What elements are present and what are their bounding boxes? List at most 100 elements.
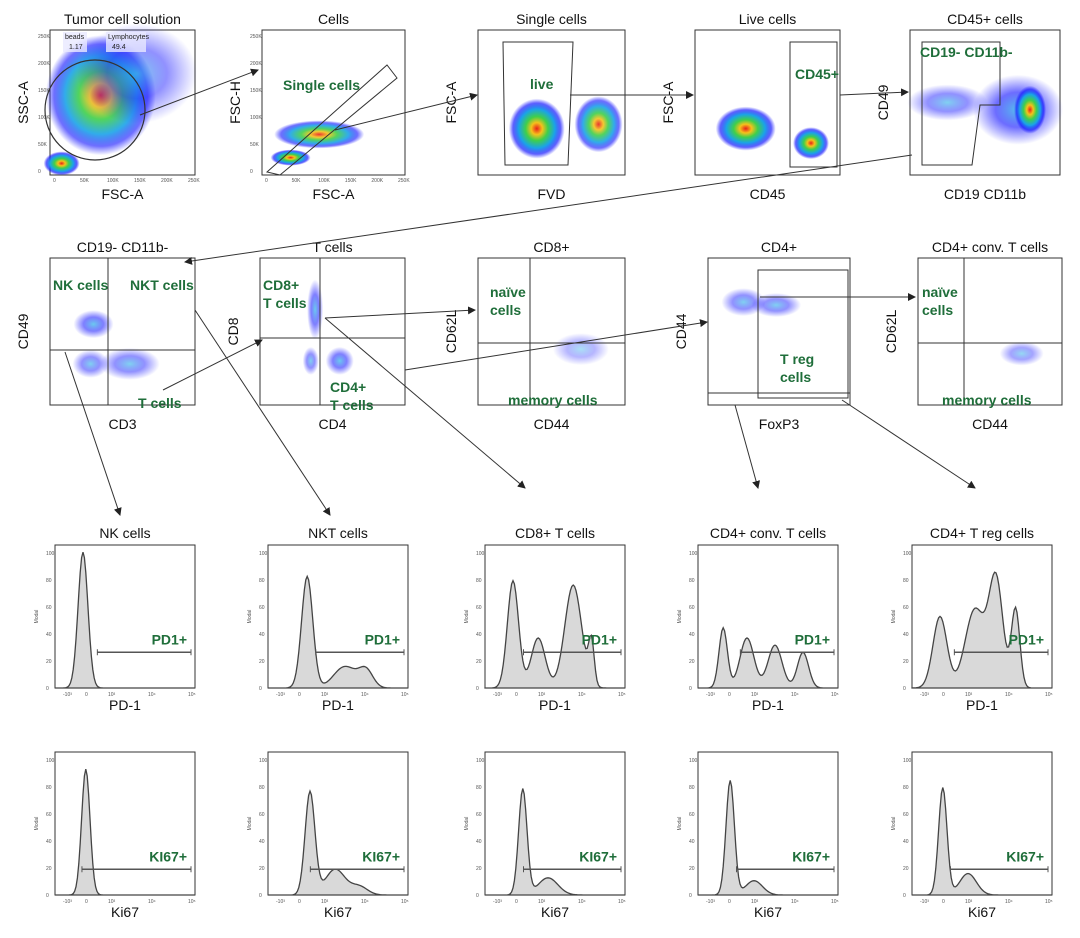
y-tick-label: 100: [46, 551, 55, 557]
y-tick-label: 80: [903, 578, 909, 584]
cell-population: [73, 310, 114, 339]
panel-title: CD4+ conv. T cells: [710, 525, 826, 541]
x-tick-label: 10⁴: [148, 899, 156, 905]
y-tick-label: 0: [259, 686, 262, 692]
y-tick-label: 60: [689, 605, 695, 611]
gate[interactable]: [789, 41, 838, 168]
x-tick-label: 10⁵: [188, 899, 196, 905]
gating-arrow: [194, 309, 331, 516]
y-axis-label: CD44: [673, 313, 689, 349]
y-tick-label: 0: [259, 893, 262, 899]
y-tick-label: 60: [689, 812, 695, 818]
y-tick-label: 80: [476, 785, 482, 791]
y-axis-label: CD49: [875, 84, 891, 120]
y-axis-label: FSC-A: [443, 81, 459, 124]
histogram-curve: [698, 780, 838, 896]
x-tick-label: 10³: [538, 692, 546, 698]
y-axis-label: FSC-H: [227, 81, 243, 124]
histogram-panel: CD4+ conv. T cells PD1+ PD-1 Modal 0 20 40 60 80…: [677, 525, 839, 713]
y-tick-label: 250K: [38, 34, 50, 40]
x-tick-label: 10³: [538, 899, 546, 905]
gate-label: naïve: [490, 284, 526, 300]
y-tick-label: 100: [689, 758, 698, 764]
cell-population: [43, 151, 80, 176]
y-axis-label: Modal: [247, 817, 253, 831]
x-tick-label: 10⁴: [361, 692, 369, 698]
gate-label: CD45+: [795, 66, 839, 82]
gate[interactable]: [260, 258, 405, 405]
x-tick-label: 0: [298, 899, 301, 905]
histogram-curve: [268, 789, 408, 896]
density-cloud: [715, 106, 829, 160]
y-tick-label: 20: [46, 659, 52, 665]
x-tick-label: 10⁵: [401, 692, 409, 698]
y-tick-label: 150K: [250, 88, 262, 94]
y-tick-label: 20: [46, 866, 52, 872]
gate[interactable]: [708, 269, 850, 399]
x-tick-label: 0: [298, 692, 301, 698]
histogram-panel: KI67+ Ki67 Modal 0 20 40 60 80 100 -10³ 0 10³ 10⁴ 10⁵: [247, 751, 409, 920]
y-axis-label: Modal: [677, 610, 683, 624]
x-axis-label: PD-1: [109, 697, 141, 713]
x-axis-label: FVD: [538, 186, 566, 202]
y-tick-label: 100: [259, 551, 268, 557]
y-tick-label: 100K: [38, 115, 50, 121]
x-tick-label: 0: [942, 899, 945, 905]
gate-label: KI67+: [792, 848, 830, 864]
gating-arrow: [841, 399, 976, 489]
gate-label: cells: [490, 302, 521, 318]
gate-label: T cells: [330, 397, 374, 413]
gate-label: CD4+: [330, 379, 366, 395]
x-tick-label: 10⁵: [831, 899, 839, 905]
gate[interactable]: [921, 41, 1001, 166]
y-axis-label: Modal: [464, 610, 470, 624]
panel-title: Cells: [318, 11, 349, 27]
histogram-panel: NK cells PD1+ PD-1 Modal 0 20 40 60 80 100 -10³ 0 10…: [34, 525, 196, 713]
y-tick-label: 40: [259, 632, 265, 638]
y-tick-label: 50K: [250, 142, 260, 148]
gate[interactable]: [478, 258, 625, 405]
x-axis-label: CD44: [534, 416, 570, 432]
x-tick-label: 10⁵: [401, 899, 409, 905]
gate-name: Lymphocytes: [108, 34, 149, 41]
plot-area: [697, 751, 839, 896]
y-axis-label: Modal: [34, 817, 40, 831]
gate[interactable]: [918, 258, 1062, 405]
gate-label: memory cells: [508, 392, 598, 408]
dot-plot-panel: CD8+ CD44 CD62L naïve cells memory cells: [443, 239, 626, 432]
gating-arrow: [839, 88, 909, 97]
x-tick-label: 10³: [751, 692, 759, 698]
density-cloud: [907, 74, 1063, 145]
x-tick-label: 0: [85, 692, 88, 698]
x-tick-label: 10³: [965, 692, 973, 698]
gating-arrow: [324, 317, 526, 489]
x-tick-label: 10³: [965, 899, 973, 905]
y-axis-label: Modal: [891, 610, 897, 624]
gate[interactable]: [50, 258, 195, 405]
y-tick-label: 20: [903, 659, 909, 665]
x-axis-label: Ki67: [324, 904, 352, 920]
gate-label: cells: [922, 302, 953, 318]
y-tick-label: 80: [476, 578, 482, 584]
gate[interactable]: [502, 41, 574, 166]
x-tick-label: 10⁴: [1005, 692, 1013, 698]
y-tick-label: 80: [689, 785, 695, 791]
x-tick-label: 200K: [161, 178, 173, 184]
y-axis-label: FSC-A: [660, 81, 676, 124]
panel-title: CD4+ T reg cells: [930, 525, 1034, 541]
gate-label: PD1+: [152, 631, 187, 647]
x-tick-label: 10³: [751, 899, 759, 905]
gate[interactable]: [265, 64, 398, 176]
x-tick-label: 10⁴: [361, 899, 369, 905]
x-tick-label: 0: [85, 899, 88, 905]
x-axis-label: CD19 CD11b: [944, 186, 1026, 202]
gate-label: KI67+: [362, 848, 400, 864]
cell-population: [1014, 85, 1046, 134]
histogram-curve: [55, 551, 195, 689]
x-axis-label: CD45: [750, 186, 786, 202]
cell-population: [72, 349, 109, 378]
y-axis-label: Modal: [464, 817, 470, 831]
gate[interactable]: [44, 59, 146, 161]
y-tick-label: 60: [46, 605, 52, 611]
